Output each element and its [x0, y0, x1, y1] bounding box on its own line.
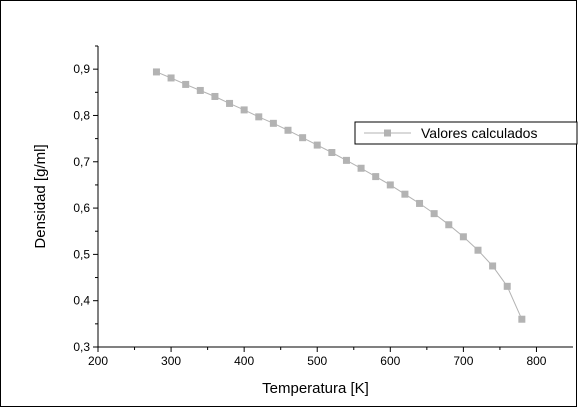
legend-label: Valores calculados: [421, 125, 537, 141]
x-tick-label: 400: [234, 354, 254, 368]
plot-series: [152, 68, 526, 323]
data-point: [328, 149, 336, 157]
data-point: [211, 92, 219, 100]
data-point: [167, 74, 175, 82]
y-tick-label: 0,7: [73, 155, 90, 169]
data-point: [182, 80, 190, 88]
y-tick-label: 0,5: [73, 247, 90, 261]
data-point: [357, 164, 365, 172]
legend-marker: [384, 129, 391, 137]
data-point: [299, 134, 307, 142]
data-point: [240, 106, 248, 114]
data-point: [401, 190, 409, 198]
data-point: [474, 246, 482, 254]
data-point: [342, 156, 350, 164]
data-point: [255, 113, 263, 121]
x-tick-label: 800: [526, 354, 546, 368]
legend-box: [354, 121, 578, 145]
data-point: [445, 221, 453, 229]
y-tick-label: 0,6: [73, 201, 90, 215]
x-tick-label: 200: [88, 354, 108, 368]
data-point: [518, 315, 526, 323]
x-tick-label: 500: [307, 354, 327, 368]
data-point: [416, 199, 424, 207]
y-tick-label: 0,8: [73, 108, 90, 122]
y-tick-label: 0,4: [73, 294, 90, 308]
data-point: [313, 141, 321, 149]
data-point: [503, 282, 511, 290]
data-point: [459, 233, 467, 241]
x-tick-label: 700: [453, 354, 473, 368]
data-point: [430, 210, 438, 218]
data-point: [386, 181, 394, 189]
series-line: [156, 71, 523, 320]
y-tick-label: 0,9: [73, 62, 90, 76]
legend: Valores calculados: [354, 121, 578, 145]
x-axis-title: Temperatura [K]: [262, 380, 369, 397]
data-point: [284, 126, 292, 134]
y-tick-label: 0,3: [73, 340, 90, 354]
data-point: [372, 173, 380, 181]
data-point: [489, 262, 497, 270]
x-tick-label: 300: [161, 354, 181, 368]
axes: 200 300 400 500 600 700 800 0,3 0,4 0,5 0,6 0,7 0,8 0…: [32, 45, 573, 397]
data-point: [269, 119, 277, 127]
data-point: [226, 99, 234, 107]
data-point: [152, 68, 160, 76]
data-point: [196, 86, 204, 94]
x-tick-label: 600: [380, 354, 400, 368]
y-axis-title: Densidad [g/ml]: [32, 144, 49, 248]
